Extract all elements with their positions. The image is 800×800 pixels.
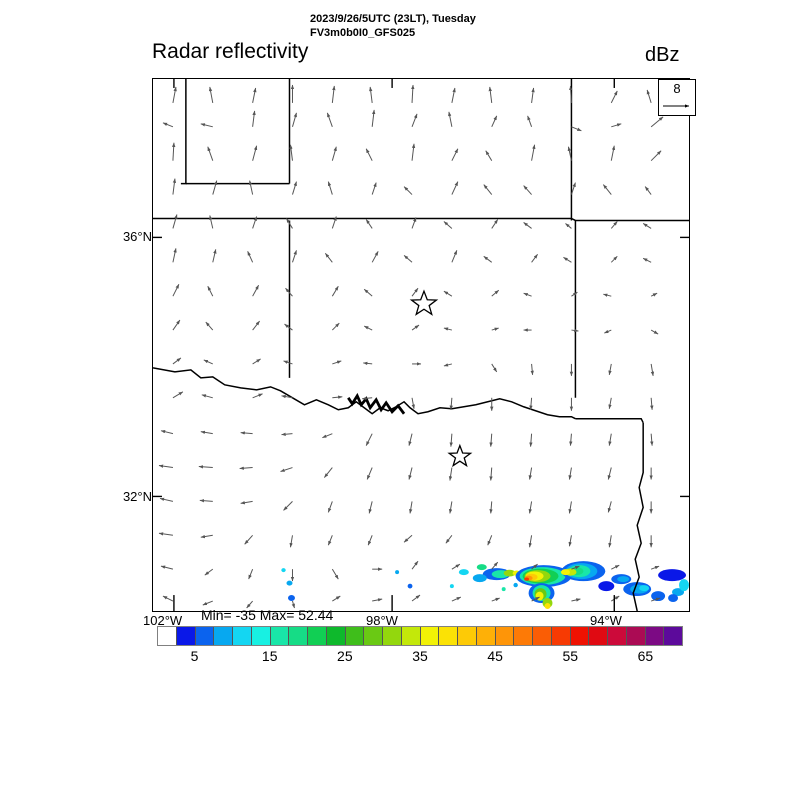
colorbar-swatch-3 — [214, 627, 233, 645]
colorbar-tick-35: 35 — [412, 648, 428, 664]
colorbar-swatch-14 — [420, 627, 440, 645]
map-canvas — [153, 79, 689, 611]
colorbar-swatch-22 — [570, 627, 590, 645]
lon-tick-102w: 102°W — [143, 613, 183, 628]
colorbar-swatch-15 — [439, 627, 458, 645]
model-run-label: FV3m0b0I0_GFS025 — [310, 27, 416, 39]
state-boundaries — [153, 79, 689, 611]
units-label: dBz — [645, 44, 680, 66]
timestamp-label: 2023/9/26/5UTC (23LT), Tuesday — [310, 13, 476, 25]
wind-vector-key-value: 8 — [673, 81, 681, 96]
colorbar-swatch-24 — [608, 627, 627, 645]
right-arrow-icon — [663, 104, 690, 108]
colorbar-swatch-25 — [626, 627, 646, 645]
wind-vector-key: 8 — [658, 79, 696, 116]
colorbar-swatch-2 — [195, 627, 215, 645]
lon-tick-98w: 98°W — [366, 613, 398, 628]
colorbar-swatch-23 — [589, 627, 608, 645]
colorbar-swatch-18 — [495, 627, 515, 645]
colorbar-swatch-16 — [458, 627, 477, 645]
colorbar-swatch-1 — [176, 627, 196, 645]
axis-tick-marks — [153, 79, 689, 611]
colorbar-swatch-4 — [233, 627, 252, 645]
colorbar-swatch-11 — [364, 627, 383, 645]
colorbar-tick-25: 25 — [337, 648, 353, 664]
reflectivity-echoes — [281, 561, 689, 610]
star-marker-north — [409, 289, 439, 316]
wind-vector-field — [158, 84, 664, 609]
colorbar-swatch-7 — [289, 627, 308, 645]
colorbar-swatch-13 — [401, 627, 421, 645]
lat-tick-32n: 32°N — [122, 489, 152, 504]
colorbar-swatch-6 — [270, 627, 290, 645]
colorbar-swatch-10 — [345, 627, 365, 645]
lon-tick-94w: 94°W — [590, 613, 622, 628]
lat-tick-36n: 36°N — [122, 229, 152, 244]
field-title: Radar reflectivity — [152, 40, 309, 63]
colorbar-swatches — [157, 626, 683, 646]
colorbar-swatch-17 — [476, 627, 496, 645]
colorbar-swatch-12 — [383, 627, 402, 645]
colorbar-tick-65: 65 — [637, 648, 654, 664]
station-star-markers[interactable] — [409, 289, 473, 468]
star-marker-south — [447, 443, 473, 468]
map-plot-area[interactable] — [152, 78, 690, 612]
colorbar-swatch-9 — [326, 627, 346, 645]
colorbar-tick-45: 45 — [487, 648, 503, 664]
colorbar-swatch-0 — [158, 627, 177, 645]
colorbar-swatch-26 — [645, 627, 665, 645]
colorbar-swatch-19 — [514, 627, 533, 645]
colorbar-swatch-21 — [551, 627, 571, 645]
colorbar[interactable] — [157, 626, 683, 646]
colorbar-swatch-5 — [251, 627, 271, 645]
min-max-label: Min= -35 Max= 52.44 — [201, 607, 334, 623]
colorbar-tick-5: 5 — [190, 648, 199, 664]
title-block: 2023/9/26/5UTC (23LT), Tuesday FV3m0b0I0… — [310, 12, 476, 40]
colorbar-tick-55: 55 — [562, 648, 579, 664]
colorbar-swatch-8 — [308, 627, 327, 645]
colorbar-swatch-20 — [533, 627, 552, 645]
colorbar-tick-15: 15 — [261, 648, 278, 664]
colorbar-swatch-27 — [664, 627, 682, 645]
